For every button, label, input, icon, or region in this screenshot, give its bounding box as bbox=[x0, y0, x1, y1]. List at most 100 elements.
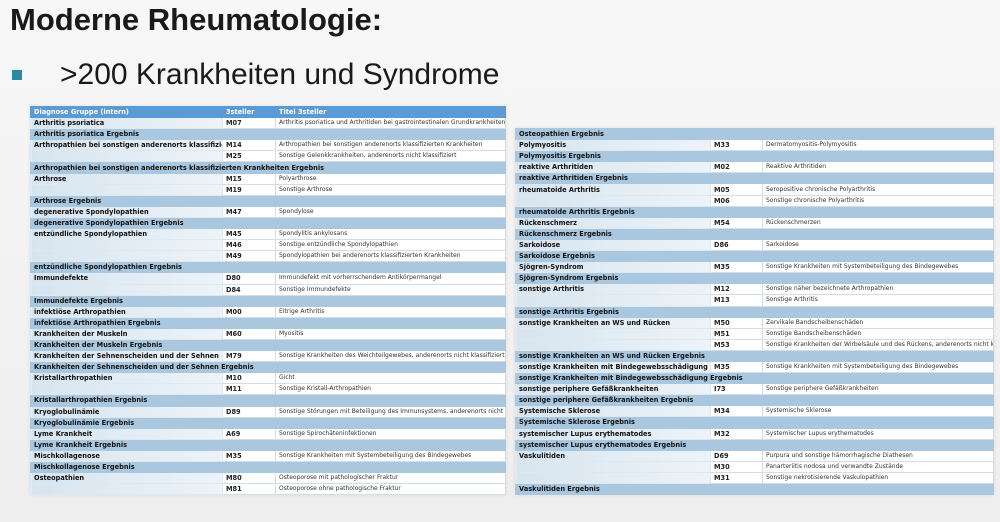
icd-code: M05 bbox=[710, 183, 763, 196]
icd-title: Sonstige periphere Gefäßkrankheiten bbox=[762, 383, 994, 396]
group-total-label: Arthropathien bei sonstigen anderenorts … bbox=[30, 161, 506, 174]
diagnosis-group: sonstige Krankheiten an WS und Rücken bbox=[515, 316, 711, 329]
icd-code: D84 bbox=[222, 283, 276, 296]
icd-title: Sonstige Arthritis bbox=[762, 294, 994, 307]
diagnosis-group: Lyme Krankheit bbox=[30, 427, 223, 440]
diagnosis-group bbox=[515, 338, 711, 351]
subtotal-row: sonstige Krankheiten mit Bindegewebsschä… bbox=[515, 372, 994, 385]
subtotal-row: infektiöse Arthropathien Ergebnis bbox=[30, 316, 506, 329]
diagnosis-group bbox=[515, 327, 711, 340]
header-code: 3steller bbox=[222, 105, 276, 119]
icd-code: M30 bbox=[710, 460, 763, 473]
group-total-label: Osteopathien Ergebnis bbox=[515, 127, 994, 141]
table-row: Arthrose M15 Polyarthrose bbox=[30, 172, 506, 185]
icd-code: M47 bbox=[222, 205, 276, 218]
table-row: infektiöse Arthropathien M00 Eitrige Arthr… bbox=[30, 305, 506, 318]
header-group: Diagnose Gruppe (intern) bbox=[30, 105, 223, 119]
group-total-label: reaktive Arthritiden Ergebnis bbox=[515, 172, 994, 185]
diagnosis-group bbox=[30, 283, 223, 296]
diagnosis-group: Arthrose bbox=[30, 172, 223, 185]
subtotal-row: Mischkollagenose Ergebnis bbox=[30, 460, 506, 474]
diagnosis-group: Osteopathien bbox=[30, 472, 223, 485]
table-row: degenerative Spondylopathien M47 Spondylos… bbox=[30, 205, 506, 218]
icd-title: Gicht bbox=[275, 372, 506, 385]
table-row: M31 Sonstige nekrotisierende Vaskulopathi… bbox=[515, 471, 994, 485]
subtotal-row: Sjögren-Syndrom Ergebnis bbox=[515, 272, 994, 285]
icd-code: M11 bbox=[222, 383, 276, 396]
group-total-label: sonstige periphere Gefäßkrankheiten Erge… bbox=[515, 394, 994, 407]
subtotal-row: Polymyositis Ergebnis bbox=[515, 150, 994, 163]
diagnosis-group: reaktive Arthritiden bbox=[515, 161, 711, 174]
group-total-label: Vaskulitiden Ergebnis bbox=[515, 482, 994, 496]
diagnosis-group bbox=[515, 460, 711, 473]
table-row: entzündliche Spondylopathien M45 Spondylit… bbox=[30, 228, 506, 241]
subtotal-row: Kristallarthropathien Ergebnis bbox=[30, 394, 506, 407]
table-row: Systemische Sklerose M34 Systemische Skler… bbox=[515, 405, 994, 418]
table-row: M06 Sonstige chronische Polyarthritis bbox=[515, 194, 994, 207]
subtotal-row: Systemische Sklerose Ergebnis bbox=[515, 416, 994, 429]
group-total-label: Arthritis psoriatica Ergebnis bbox=[30, 128, 506, 141]
diagnosis-group: Polymyositis bbox=[515, 139, 711, 152]
icd-title: Sonstige Krankheiten mit Systembeteiligu… bbox=[762, 360, 994, 374]
group-total-label: Rückenschmerz Ergebnis bbox=[515, 227, 994, 240]
icd-title: Immundefekt mit vorherrschendem Antikörp… bbox=[275, 272, 506, 285]
table-row: Polymyositis M33 Dermatomyositis-Polymyosi… bbox=[515, 139, 994, 152]
table-row: sonstige Krankheiten mit Bindegewebsschä… bbox=[515, 360, 994, 374]
diagnosis-group: Systemische Sklerose bbox=[515, 405, 711, 418]
icd-code: M35 bbox=[710, 261, 763, 274]
diagnosis-group: systemischer Lupus erythematodes bbox=[515, 427, 711, 440]
icd-title: Reaktive Arthritiden bbox=[762, 161, 994, 174]
table-row: Sarkoidose D86 Sarkoidose bbox=[515, 238, 994, 252]
icd-code: M10 bbox=[222, 372, 276, 385]
diagnosis-group: Sjögren-Syndrom bbox=[515, 261, 711, 274]
icd-title: Sonstige Immundefekte bbox=[275, 283, 506, 296]
subtotal-row: sonstige Krankheiten an WS und Rücken Er… bbox=[515, 349, 994, 362]
table-row: systemischer Lupus erythematodes M32 Syste… bbox=[515, 427, 994, 440]
diagnosis-group: Arthropathien bei sonstigen anderenorts … bbox=[30, 139, 223, 152]
icd-title: Polyarthrose bbox=[275, 172, 506, 185]
diagnosis-group bbox=[30, 150, 223, 163]
table-row: Kryoglobulinämie D89 Sonstige Störungen mi… bbox=[30, 405, 506, 418]
diagnosis-group: Kryoglobulinämie bbox=[30, 405, 223, 418]
icd-title: Panarteriitis nodosa und verwandte Zustä… bbox=[762, 460, 994, 473]
subtotal-row: degenerative Spondylopathien Ergebnis bbox=[30, 216, 506, 230]
icd-title: Sonstige Bandscheibenschäden bbox=[762, 327, 994, 340]
icd-code: M35 bbox=[710, 360, 763, 374]
icd-code: M13 bbox=[710, 294, 763, 307]
icd-title: Sonstige chronische Polyarthritis bbox=[762, 194, 994, 207]
icd-title: Rückenschmerzen bbox=[762, 216, 994, 229]
icd-title: Seropositive chronische Polyarthritis bbox=[762, 183, 994, 196]
table-row: Kristallarthropathien M10 Gicht bbox=[30, 372, 506, 385]
subtotal-row: Rückenschmerz Ergebnis bbox=[515, 227, 994, 240]
group-total-label: Kristallarthropathien Ergebnis bbox=[30, 394, 506, 407]
diagnosis-group bbox=[30, 183, 223, 196]
table-row: Krankheiten der Sehnenscheiden und der S… bbox=[30, 350, 506, 363]
icd-title: Osteoporose mit pathologischer Fraktur bbox=[275, 472, 506, 485]
diagnosis-group: sonstige periphere Gefäßkrankheiten bbox=[515, 383, 711, 396]
group-total-label: Kryoglobulinämie Ergebnis bbox=[30, 416, 506, 429]
icd-title: Sonstige nekrotisierende Vaskulopathien bbox=[762, 471, 994, 485]
table-row: Krankheiten der Muskeln M60 Myositis bbox=[30, 327, 506, 340]
icd-code: M19 bbox=[222, 183, 276, 196]
icd-code: M12 bbox=[710, 283, 763, 296]
icd-code: M34 bbox=[710, 405, 763, 418]
icd-title: Sonstige näher bezeichnete Arthropathien bbox=[762, 283, 994, 296]
table-row: sonstige Krankheiten an WS und Rücken M50… bbox=[515, 316, 994, 329]
diagnosis-group: degenerative Spondylopathien bbox=[30, 205, 223, 218]
group-total-label: rheumatoide Arthritis Ergebnis bbox=[515, 205, 994, 218]
icd-title: Spondylose bbox=[275, 205, 506, 218]
diagnosis-group bbox=[515, 471, 711, 485]
subtotal-row: Kryoglobulinämie Ergebnis bbox=[30, 416, 506, 429]
bullet-square-icon bbox=[12, 70, 22, 80]
table-row: M49 Spondylopathien bei anderenorts klass… bbox=[30, 250, 506, 263]
icd-title: Sonstige Gelenkkrankheiten, anderenorts … bbox=[275, 150, 506, 163]
table-row: D84 Sonstige Immundefekte bbox=[30, 283, 506, 296]
subtotal-row: sonstige Arthritis Ergebnis bbox=[515, 305, 994, 318]
group-total-label: sonstige Arthritis Ergebnis bbox=[515, 305, 994, 318]
group-total-label: Sjögren-Syndrom Ergebnis bbox=[515, 272, 994, 285]
bullet-text: >200 Krankheiten und Syndrome bbox=[60, 58, 500, 91]
table-row: M30 Panarteriitis nodosa und verwandte Zu… bbox=[515, 460, 994, 473]
diagnosis-table-right: Osteopathien Ergebnis Polymyositis M33 Derm… bbox=[515, 127, 994, 496]
icd-title: Sonstige Krankheiten mit Systembeteiligu… bbox=[275, 449, 506, 463]
icd-code: M35 bbox=[222, 449, 276, 463]
